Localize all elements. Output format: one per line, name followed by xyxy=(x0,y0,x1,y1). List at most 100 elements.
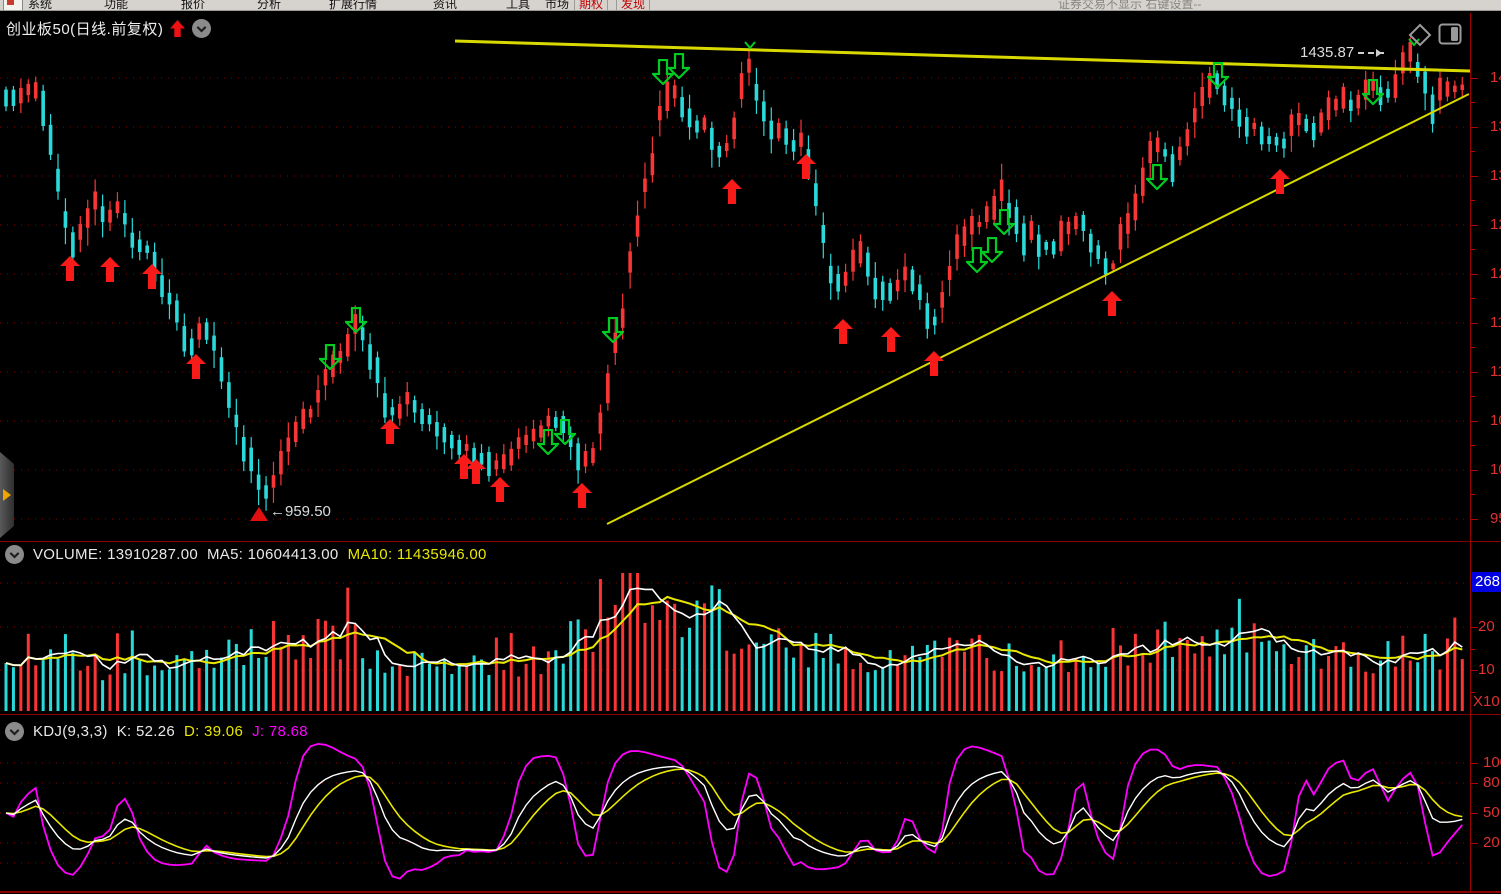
candle-wick xyxy=(1053,238,1055,259)
volume-bar xyxy=(323,620,327,711)
collapse-kdj-button[interactable] xyxy=(5,722,24,741)
candle-wick xyxy=(1275,133,1278,152)
candle-body xyxy=(1259,126,1264,145)
buy-signal-arrow xyxy=(100,257,120,282)
candle-wick xyxy=(837,265,839,300)
kdj-k-value: K: 52.26 xyxy=(116,723,175,740)
volume-bar xyxy=(1215,629,1219,711)
volume-bar xyxy=(688,627,692,711)
candle-body xyxy=(672,85,677,99)
volume-bar xyxy=(242,665,246,711)
buy-signal-arrow xyxy=(466,459,486,484)
candle-wick xyxy=(1320,108,1322,136)
candle-wick xyxy=(993,189,995,226)
menu-item[interactable]: 资讯 xyxy=(433,0,458,11)
candle-wick xyxy=(154,242,156,289)
volume-bar xyxy=(1401,635,1405,711)
sidebar-expand-handle[interactable] xyxy=(0,452,14,538)
candle-body xyxy=(754,84,759,101)
menu-item[interactable]: 市场 xyxy=(545,0,570,11)
candle-wick xyxy=(815,169,817,216)
collapse-volume-button[interactable] xyxy=(5,545,24,564)
candle-wick xyxy=(1201,72,1203,119)
menu-item[interactable]: 分析 xyxy=(257,0,282,11)
candle-body xyxy=(880,281,885,301)
volume-bar xyxy=(806,667,810,711)
candle-wick xyxy=(213,321,215,368)
volume-bar xyxy=(435,666,439,711)
candle-wick xyxy=(228,371,230,418)
candlestick-chart xyxy=(0,37,1470,525)
candle-wick xyxy=(243,425,245,472)
candle-wick xyxy=(1067,216,1070,245)
kdj-d-line xyxy=(5,768,1463,858)
axis-tick xyxy=(1471,151,1475,152)
candle-wick xyxy=(1127,202,1129,249)
candle-body xyxy=(1170,154,1175,183)
price-axis-label: 950 xyxy=(1490,510,1501,527)
axis-tick xyxy=(1471,200,1475,201)
menu-item-hot[interactable]: 期权 xyxy=(574,0,609,10)
candle-body xyxy=(56,168,60,192)
bottom-border xyxy=(0,891,1501,893)
volume-bar xyxy=(821,657,825,711)
candle-body xyxy=(1014,207,1019,234)
candle-wick xyxy=(822,212,824,259)
menu-item[interactable]: 报价 xyxy=(181,0,206,11)
sell-signal-arrow xyxy=(1207,62,1229,88)
candle-body xyxy=(450,434,454,449)
candle-wick xyxy=(1365,70,1367,110)
volume-bar xyxy=(695,600,699,711)
candle-body xyxy=(271,475,276,488)
candle-wick xyxy=(614,318,616,365)
candle-wick xyxy=(1105,251,1107,285)
candle-body xyxy=(108,209,112,223)
candle-wick xyxy=(347,327,349,362)
candle-wick xyxy=(79,215,81,253)
candle-wick xyxy=(376,351,379,398)
collapse-main-chart-button[interactable] xyxy=(192,18,212,38)
candle-body xyxy=(606,373,610,404)
candle-wick xyxy=(844,263,847,293)
kdj-d-value: D: 39.06 xyxy=(183,723,244,740)
candle-wick xyxy=(1298,102,1300,137)
menu-item[interactable]: 工具 xyxy=(506,0,531,11)
candle-wick xyxy=(391,399,393,426)
menu-item-hot[interactable]: 发现 xyxy=(616,0,651,10)
volume-bar xyxy=(717,589,721,711)
diamond-tool-icon[interactable] xyxy=(1408,23,1432,47)
volume-bar xyxy=(1245,652,1249,711)
candle-wick xyxy=(131,218,133,259)
menu-item[interactable]: 系统 xyxy=(28,0,53,11)
volume-bar xyxy=(754,642,758,711)
volume-bar xyxy=(1460,659,1464,711)
candle-wick xyxy=(57,153,59,200)
price-axis-label: 1200 xyxy=(1490,265,1501,282)
candle-wick xyxy=(986,201,988,229)
candle-wick xyxy=(874,262,876,309)
candle-wick xyxy=(1342,83,1344,113)
menu-item[interactable]: 功能 xyxy=(104,0,129,11)
candle-body xyxy=(910,269,915,292)
volume-bar xyxy=(1081,656,1085,711)
candle-wick xyxy=(295,415,297,448)
volume-bar xyxy=(1297,656,1301,711)
candle-wick xyxy=(644,162,646,209)
candle-body xyxy=(1200,86,1205,106)
volume-bar xyxy=(1126,665,1130,711)
candle-wick xyxy=(280,439,282,486)
volume-bar xyxy=(1386,641,1390,711)
candle-body xyxy=(799,132,803,147)
candle-wick xyxy=(421,403,423,432)
candle-wick xyxy=(161,258,163,305)
expand-arrow-icon xyxy=(3,489,11,501)
candle-body xyxy=(1267,136,1271,145)
split-window-icon[interactable] xyxy=(1438,23,1462,45)
menu-item[interactable]: 扩展行情 xyxy=(329,0,378,11)
sell-signal-arrow xyxy=(993,209,1015,235)
price-axis-label: 1250 xyxy=(1490,216,1501,233)
volume-bar xyxy=(888,650,892,711)
candle-wick xyxy=(770,107,772,154)
candle-wick xyxy=(443,423,445,455)
candle-wick xyxy=(1357,89,1359,116)
